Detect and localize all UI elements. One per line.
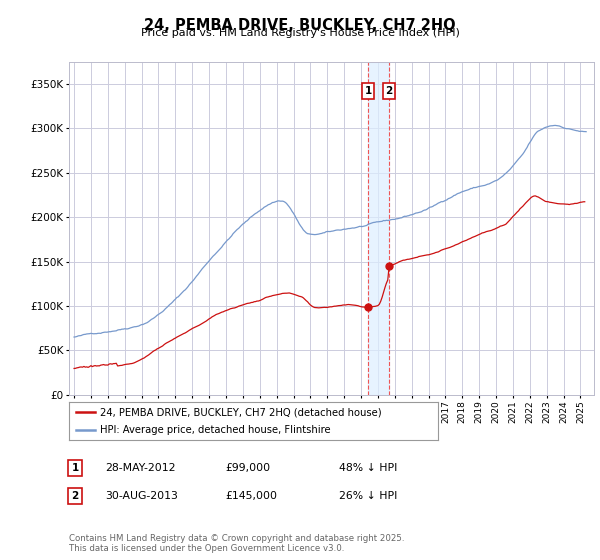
Text: Price paid vs. HM Land Registry's House Price Index (HPI): Price paid vs. HM Land Registry's House … [140, 28, 460, 38]
Text: HPI: Average price, detached house, Flintshire: HPI: Average price, detached house, Flin… [100, 425, 331, 435]
Text: 30-AUG-2013: 30-AUG-2013 [105, 491, 178, 501]
Text: £145,000: £145,000 [225, 491, 277, 501]
Text: 24, PEMBA DRIVE, BUCKLEY, CH7 2HQ (detached house): 24, PEMBA DRIVE, BUCKLEY, CH7 2HQ (detac… [100, 407, 382, 417]
Bar [368, 62, 389, 395]
Text: Contains HM Land Registry data © Crown copyright and database right 2025.
This d: Contains HM Land Registry data © Crown c… [69, 534, 404, 553]
Text: 24, PEMBA DRIVE, BUCKLEY, CH7 2HQ: 24, PEMBA DRIVE, BUCKLEY, CH7 2HQ [144, 18, 456, 33]
Text: 2: 2 [385, 86, 392, 96]
Text: 26% ↓ HPI: 26% ↓ HPI [339, 491, 397, 501]
Text: 1: 1 [364, 86, 371, 96]
Text: 48% ↓ HPI: 48% ↓ HPI [339, 463, 397, 473]
Text: 1: 1 [71, 463, 79, 473]
Text: 2: 2 [71, 491, 79, 501]
Text: £99,000: £99,000 [225, 463, 270, 473]
Text: 28-MAY-2012: 28-MAY-2012 [105, 463, 176, 473]
